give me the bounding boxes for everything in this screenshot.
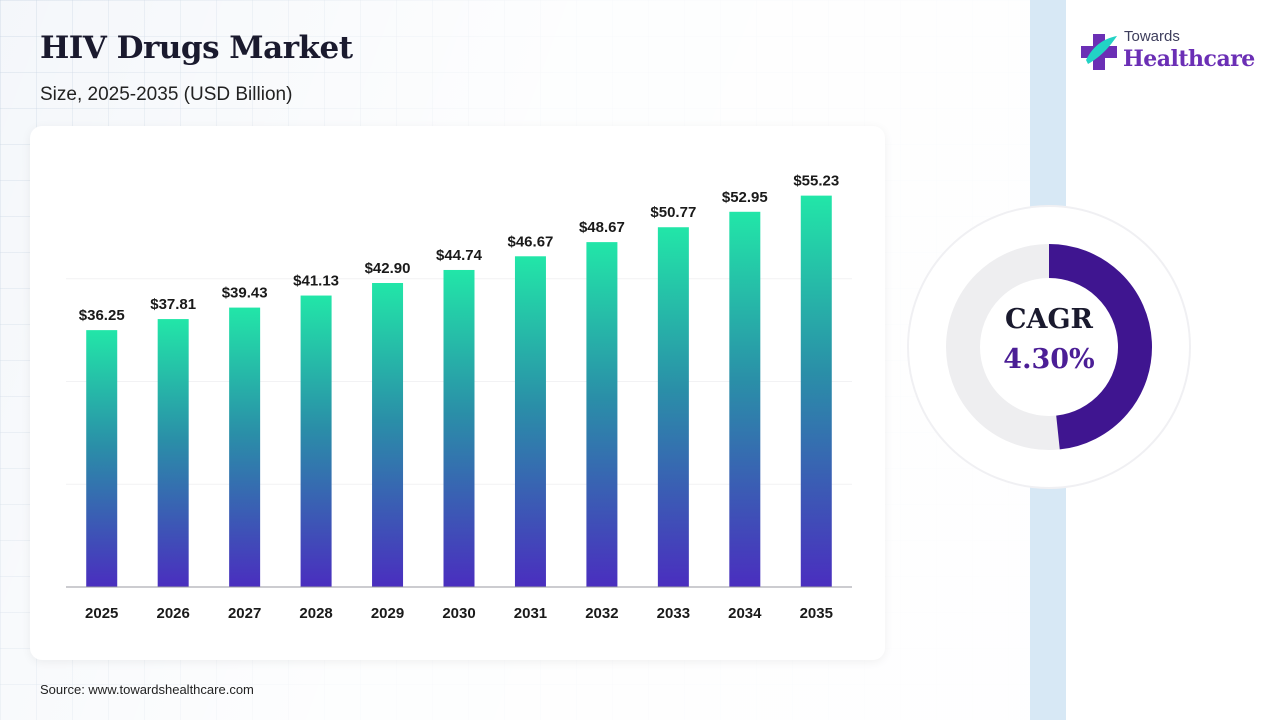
donut-arc [1048, 244, 1152, 450]
x-tick-2026: 2026 [156, 605, 189, 622]
bar-chart: $36.25 $37.81 $39.43 $41.13 $42.90 $44.74 $46.… [66, 173, 852, 622]
bar-2027 [229, 307, 261, 587]
value-label-2035: $55.23 [793, 173, 839, 190]
cagr-donut: CAGR 4.30% [906, 204, 1192, 490]
bar-2032 [586, 242, 618, 587]
logo-main-text: Healthcare [1123, 46, 1255, 72]
chart-card: $36.25 $37.81 $39.43 $41.13 $42.90 $44.74 $46.… [30, 126, 885, 660]
x-tick-2031: 2031 [514, 605, 547, 622]
cagr-label: CAGR [1005, 304, 1093, 335]
value-label-2029: $42.90 [365, 260, 411, 277]
value-label-2031: $46.67 [508, 233, 554, 250]
bar-2029 [372, 283, 404, 587]
cagr-ring [907, 205, 1191, 489]
value-label-2034: $52.95 [722, 189, 768, 206]
value-label-2032: $48.67 [579, 219, 625, 236]
logo-top-text: Towards [1124, 28, 1180, 45]
bar-2035 [800, 195, 832, 587]
x-tick-2027: 2027 [228, 605, 261, 622]
bar-2034 [729, 211, 761, 587]
cagr-value: 4.30% [1003, 344, 1095, 375]
medical-cross-icon [1081, 34, 1117, 70]
page-title: HIV Drugs Market [40, 30, 353, 66]
x-tick-2032: 2032 [585, 605, 618, 622]
value-label-2027: $39.43 [222, 285, 268, 302]
bar-2031 [514, 256, 546, 587]
x-tick-2033: 2033 [657, 605, 690, 622]
value-label-2028: $41.13 [293, 273, 339, 290]
x-tick-2028: 2028 [299, 605, 332, 622]
bar-2033 [657, 227, 689, 587]
value-label-2030: $44.74 [436, 247, 483, 264]
value-label-2025: $36.25 [79, 307, 125, 324]
x-tick-2035: 2035 [800, 605, 833, 622]
x-tick-2030: 2030 [442, 605, 475, 622]
value-label-2026: $37.81 [150, 296, 196, 313]
x-tick-2034: 2034 [728, 605, 762, 622]
x-tick-2029: 2029 [371, 605, 404, 622]
page-subtitle: Size, 2025-2035 (USD Billion) [40, 84, 293, 105]
source-note: Source: www.towardshealthcare.com [40, 682, 254, 697]
bar-2030 [443, 269, 475, 587]
bar-2025 [86, 330, 118, 587]
value-label-2033: $50.77 [650, 204, 696, 221]
bar-2026 [157, 319, 189, 587]
bar-2028 [300, 295, 332, 587]
brand-logo: Towards Healthcare [1080, 28, 1260, 78]
x-tick-2025: 2025 [85, 605, 118, 622]
